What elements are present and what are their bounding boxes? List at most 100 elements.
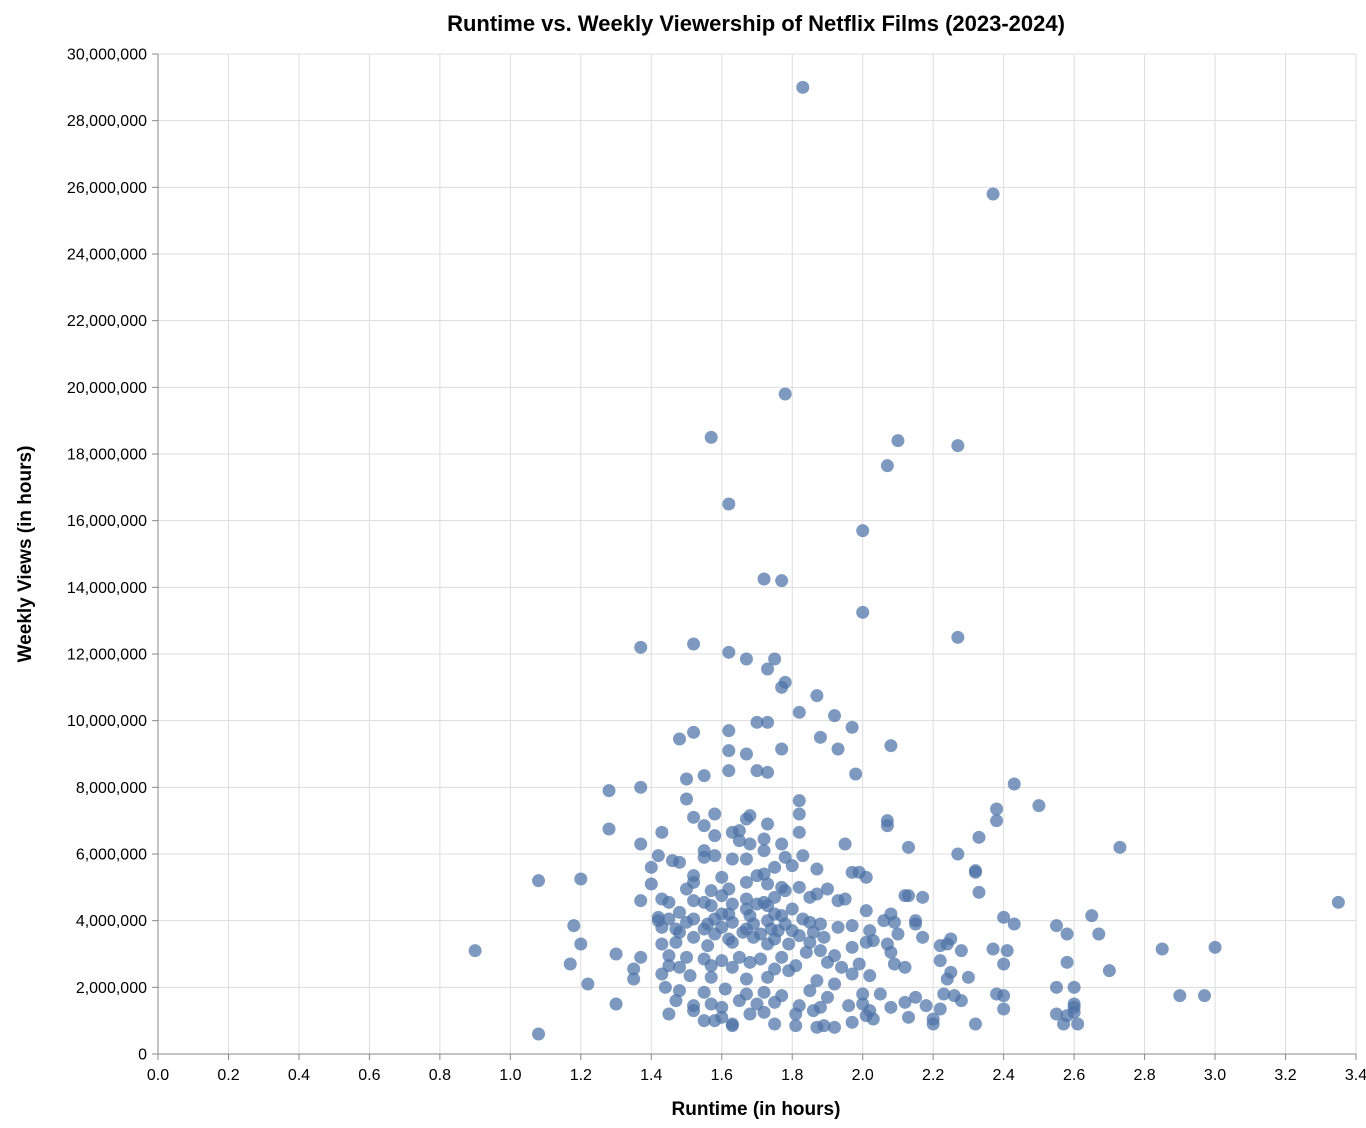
- scatter-point: [1000, 944, 1014, 958]
- scatter-point: [757, 832, 771, 846]
- scatter-point: [813, 944, 827, 958]
- scatter-point: [954, 944, 968, 958]
- x-tick-label: 1.8: [781, 1067, 803, 1084]
- x-tick-label: 1.6: [711, 1067, 733, 1084]
- scatter-point: [634, 894, 648, 908]
- scatter-point: [708, 829, 722, 843]
- scatter-point: [715, 954, 729, 968]
- scatter-point: [725, 915, 739, 929]
- scatter-point: [732, 834, 746, 848]
- scatter-point: [739, 852, 753, 866]
- grid: [157, 53, 1357, 1055]
- scatter-point: [761, 662, 775, 676]
- scatter-point: [873, 987, 887, 1001]
- scatter-point: [933, 1002, 947, 1016]
- y-tick-label: 22,000,000: [67, 313, 147, 330]
- scatter-point: [1050, 1007, 1063, 1021]
- scatter-point: [672, 905, 686, 919]
- scatter-point: [697, 769, 711, 783]
- scatter-point: [672, 984, 686, 998]
- scatter-point: [990, 814, 1004, 828]
- x-tick-label: 0.0: [147, 1067, 169, 1084]
- chart-title: Runtime vs. Weekly Viewership of Netflix…: [447, 11, 1065, 36]
- scatter-point: [687, 637, 701, 651]
- scatter-point: [785, 902, 799, 916]
- scatter-point: [739, 892, 753, 906]
- scatter-point: [704, 970, 718, 984]
- scatter-point: [803, 935, 817, 949]
- scatter-point: [761, 765, 775, 779]
- y-tick-label: 6,000,000: [76, 847, 147, 864]
- scatter-point: [768, 1017, 782, 1031]
- scatter-point: [845, 967, 859, 981]
- scatter-point: [775, 837, 789, 851]
- y-axis-title: Weekly Views (in hours): [15, 446, 36, 663]
- scatter-point: [1032, 799, 1046, 813]
- scatter-point: [757, 867, 771, 881]
- scatter-point: [761, 817, 775, 831]
- scatter-point: [743, 955, 757, 969]
- scatter-point: [831, 742, 845, 756]
- scatter-point: [662, 895, 676, 909]
- x-tick-label: 0.8: [429, 1067, 451, 1084]
- scatter-point: [757, 985, 771, 999]
- scatter-point: [655, 967, 669, 981]
- scatter-point: [602, 822, 616, 836]
- scatter-point: [1067, 980, 1081, 994]
- scatter-point: [768, 995, 782, 1009]
- y-tick-label: 16,000,000: [67, 513, 147, 530]
- scatter-point: [715, 889, 729, 903]
- scatter-point: [743, 837, 757, 851]
- scatter-point: [859, 904, 873, 918]
- scatter-point: [627, 972, 641, 986]
- scatter-point: [697, 922, 711, 936]
- scatter-point: [754, 952, 768, 966]
- scatter-point: [880, 819, 894, 833]
- scatter-point: [863, 1004, 877, 1018]
- scatter-point: [835, 960, 849, 974]
- x-tick-label: 2.2: [922, 1067, 944, 1084]
- scatter-point: [680, 915, 694, 929]
- scatter-point: [715, 1000, 729, 1014]
- scatter-point: [796, 80, 810, 94]
- scatter-point: [856, 524, 870, 538]
- scatter-point: [687, 810, 701, 824]
- scatter-point: [856, 987, 870, 1001]
- scatter-point: [722, 744, 736, 758]
- scatter-point: [669, 935, 683, 949]
- scatter-point: [810, 689, 824, 703]
- scatter-point: [806, 1004, 820, 1018]
- scatter-point: [768, 652, 782, 666]
- x-tick-label: 3.2: [1274, 1067, 1296, 1084]
- x-tick-label: 0.2: [217, 1067, 239, 1084]
- y-axis-ticks: 0 2,000,000 4,000,000 6,000,000 8,000,000 10,…: [67, 47, 158, 1064]
- x-tick-label: 2.0: [852, 1067, 874, 1084]
- scatter-point: [792, 807, 806, 821]
- scatter-point: [634, 780, 648, 794]
- scatter-point: [701, 939, 715, 953]
- scatter-point: [634, 837, 648, 851]
- scatter-point: [891, 927, 905, 941]
- scatter-point: [722, 724, 736, 738]
- scatter-point: [761, 877, 775, 891]
- scatter-point: [634, 640, 648, 654]
- scatter-point: [1060, 955, 1074, 969]
- scatter-point: [884, 739, 898, 753]
- x-axis-title: Runtime (in hours): [672, 1099, 841, 1120]
- scatter-point: [757, 1005, 771, 1019]
- scatter-point: [718, 982, 732, 996]
- scatter-point: [761, 970, 775, 984]
- scatter-point: [845, 1015, 859, 1029]
- scatter-point: [1155, 942, 1169, 956]
- scatter-point: [849, 767, 863, 781]
- scatter-point: [697, 1014, 711, 1028]
- scatter-point: [715, 870, 729, 884]
- scatter-point: [736, 925, 750, 939]
- scatter-point: [810, 974, 824, 988]
- scatter-point: [810, 862, 824, 876]
- scatter-point: [532, 874, 546, 888]
- y-tick-label: 0: [138, 1047, 147, 1064]
- scatter-point: [884, 1000, 898, 1014]
- scatter-point: [644, 877, 658, 891]
- scatter-point: [680, 950, 694, 964]
